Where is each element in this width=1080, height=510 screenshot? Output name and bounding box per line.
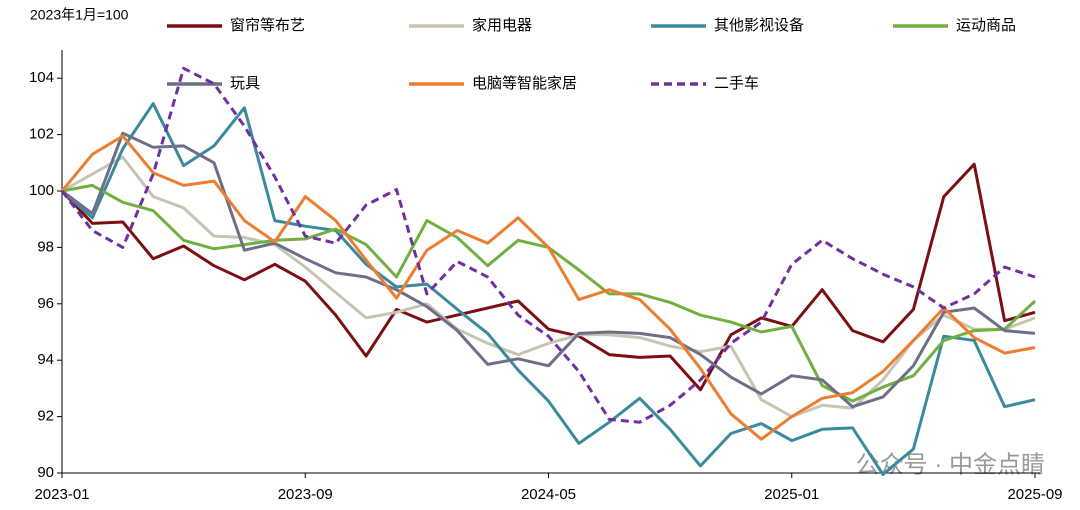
watermark: 公众号 · 中金点睛 xyxy=(856,451,1045,478)
legend-label: 二手车 xyxy=(714,75,759,92)
y-tick-label: 94 xyxy=(37,351,54,368)
x-tick-label: 2025-01 xyxy=(764,486,819,503)
legend-label: 窗帘等布艺 xyxy=(230,16,305,34)
y-tick-label: 90 xyxy=(37,464,54,481)
legend-label: 其他影视设备 xyxy=(714,17,804,34)
legend-label: 玩具 xyxy=(230,75,260,92)
series-line xyxy=(60,162,1036,392)
x-tick-label: 2025-09 xyxy=(1007,486,1062,503)
x-tick-label: 2024-05 xyxy=(521,486,576,503)
x-tick-label: 2023-01 xyxy=(34,486,89,503)
x-tick-label: 2023-09 xyxy=(278,486,333,503)
y-tick-label: 100 xyxy=(29,182,54,199)
legend-label: 运动商品 xyxy=(956,17,1016,34)
legend-label: 家用电器 xyxy=(472,17,532,34)
y-tick-label: 98 xyxy=(37,238,54,255)
y-tick-label: 92 xyxy=(37,408,54,425)
series-line xyxy=(61,102,1036,476)
y-tick-label: 104 xyxy=(29,69,54,86)
legend-label: 电脑等智能家居 xyxy=(472,74,577,92)
y-tick-label: 96 xyxy=(37,295,54,312)
series-line xyxy=(60,134,1036,441)
series-line xyxy=(61,183,1037,403)
series-line xyxy=(61,155,1036,419)
y-tick-label: 102 xyxy=(29,126,54,143)
series-line xyxy=(60,66,1036,424)
chart-subtitle: 2023年1月=100 xyxy=(30,7,129,23)
